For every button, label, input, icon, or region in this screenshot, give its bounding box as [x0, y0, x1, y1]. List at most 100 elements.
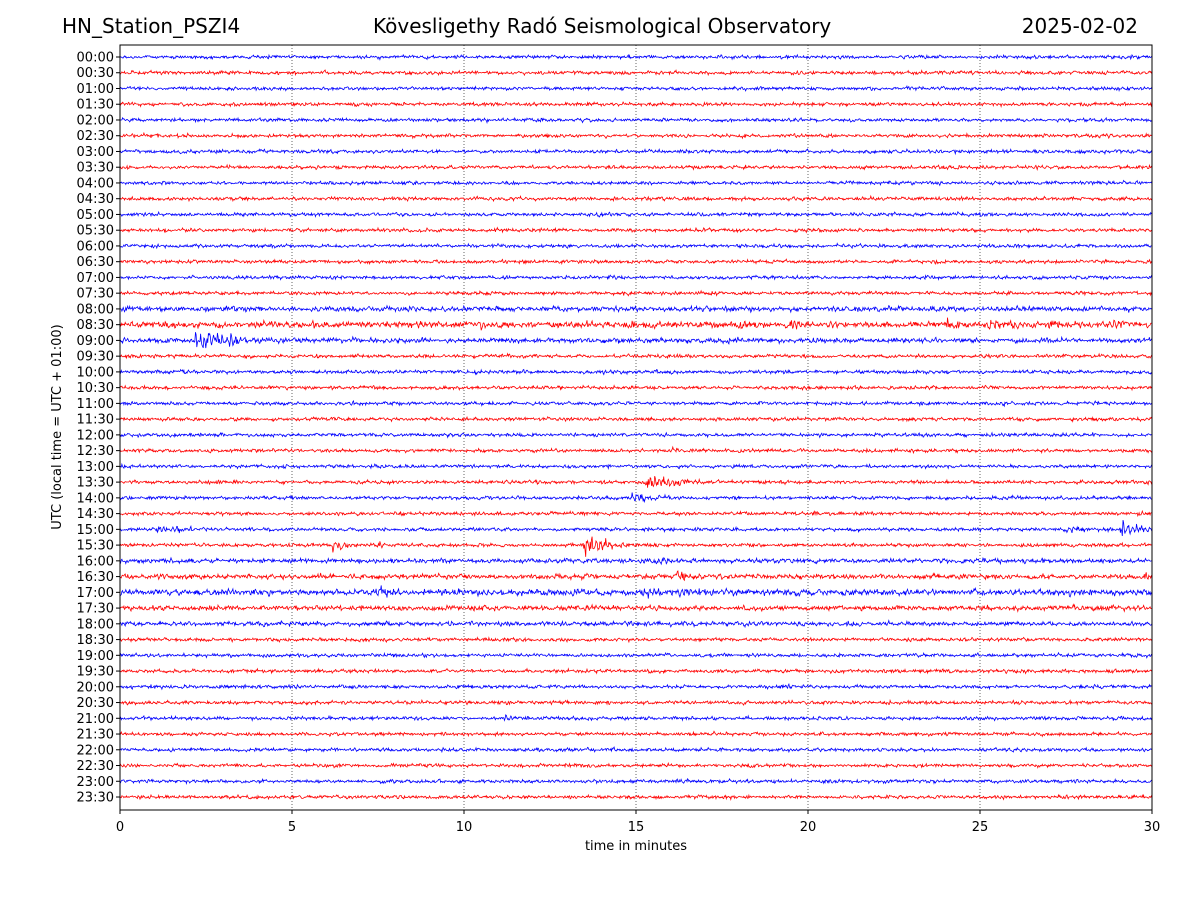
trace-1930	[119, 667, 1153, 675]
trace-2330	[119, 793, 1153, 801]
trace-0100	[119, 85, 1153, 92]
y-tick-label: 02:30	[77, 129, 114, 144]
y-tick-label: 11:00	[77, 397, 114, 412]
trace-0130	[119, 100, 1153, 109]
trace-0300	[119, 148, 1153, 156]
x-tick-label: 0	[116, 820, 124, 835]
trace-1130	[119, 415, 1153, 423]
trace-1300	[119, 462, 1153, 470]
trace-2000	[119, 682, 1153, 691]
y-tick-label: 06:00	[77, 239, 114, 254]
y-tick-label: 14:30	[77, 507, 114, 522]
y-tick-label: 21:00	[77, 712, 114, 727]
trace-1400	[119, 492, 1153, 504]
y-tick-label: 10:30	[77, 381, 114, 396]
x-tick-label: 10	[456, 820, 473, 835]
y-tick-label: 10:00	[77, 365, 114, 380]
trace-1030	[119, 384, 1153, 392]
trace-1000	[119, 368, 1153, 376]
trace-0900	[119, 332, 1153, 349]
y-tick-label: 15:30	[77, 539, 114, 554]
trace-0400	[119, 179, 1153, 187]
trace-1500	[119, 520, 1153, 537]
trace-0430	[119, 194, 1153, 203]
y-tick-label: 13:00	[77, 460, 114, 475]
y-tick-label: 19:00	[77, 649, 114, 664]
y-tick-label: 08:30	[77, 318, 114, 333]
y-tick-label: 08:00	[77, 302, 114, 317]
trace-1630	[119, 570, 1153, 582]
y-tick-label: 00:30	[77, 66, 114, 81]
trace-0930	[119, 352, 1153, 360]
y-tick-label: 16:00	[77, 554, 114, 569]
trace-1800	[119, 619, 1153, 629]
y-tick-label: 12:30	[77, 444, 114, 459]
y-tick-label: 15:00	[77, 523, 114, 538]
y-tick-label: 14:00	[77, 491, 114, 506]
trace-2300	[119, 777, 1153, 786]
chart-title: Kövesligethy Radó Seismological Observat…	[373, 14, 832, 38]
y-tick-label: 17:00	[77, 586, 114, 601]
x-tick-label: 15	[628, 820, 645, 835]
y-tick-label: 07:00	[77, 271, 114, 286]
trace-2030	[119, 698, 1153, 707]
y-tick-label: 00:00	[77, 51, 114, 66]
x-tick-label: 20	[800, 820, 817, 835]
y-tick-label: 03:30	[77, 161, 114, 176]
station-label: HN_Station_PSZI4	[62, 14, 241, 38]
y-tick-label: 20:30	[77, 696, 114, 711]
trace-1430	[119, 509, 1153, 518]
trace-0630	[119, 258, 1153, 266]
y-tick-label: 16:30	[77, 570, 114, 585]
y-tick-label: 09:00	[77, 334, 114, 349]
trace-0500	[119, 210, 1153, 218]
trace-0330	[119, 163, 1153, 171]
y-tick-label: 13:30	[77, 476, 114, 491]
date-label: 2025-02-02	[1021, 14, 1138, 38]
trace-0730	[119, 289, 1153, 297]
y-tick-label: 18:30	[77, 633, 114, 648]
trace-0800	[119, 304, 1153, 314]
y-tick-label: 02:00	[77, 113, 114, 128]
trace-1330	[119, 475, 1153, 488]
trace-0230	[119, 131, 1153, 140]
y-tick-label: 04:00	[77, 176, 114, 191]
y-tick-label: 03:00	[77, 145, 114, 160]
y-tick-label: 04:30	[77, 192, 114, 207]
trace-1600	[119, 556, 1153, 566]
x-tick-label: 5	[288, 820, 296, 835]
y-tick-label: 11:30	[77, 413, 114, 428]
y-tick-label: 17:30	[77, 602, 114, 617]
trace-1900	[119, 651, 1153, 659]
y-tick-label: 05:00	[77, 208, 114, 223]
trace-1200	[119, 431, 1152, 439]
trace-0030	[119, 69, 1153, 77]
y-tick-label: 21:30	[77, 728, 114, 743]
trace-1830	[119, 636, 1153, 644]
y-tick-label: 19:30	[77, 665, 114, 680]
y-tick-label: 22:00	[77, 743, 114, 758]
y-tick-label: 01:30	[77, 98, 114, 113]
y-tick-label: 22:30	[77, 759, 114, 774]
trace-0000	[119, 53, 1153, 61]
y-tick-label: 12:00	[77, 428, 114, 443]
y-tick-label: 09:30	[77, 350, 114, 365]
y-tick-label: 01:00	[77, 82, 114, 97]
x-tick-label: 30	[1144, 820, 1161, 835]
trace-2130	[119, 730, 1153, 738]
y-tick-label: 23:30	[77, 791, 114, 806]
y-tick-label: 20:00	[77, 680, 114, 695]
x-axis-label: time in minutes	[585, 839, 687, 854]
trace-0200	[119, 116, 1153, 124]
trace-1100	[119, 399, 1153, 408]
trace-2230	[119, 761, 1153, 769]
y-axis-label: UTC (local time = UTC + 01:00)	[50, 324, 65, 529]
trace-2100	[119, 714, 1153, 722]
trace-0830	[119, 317, 1153, 331]
trace-1730	[119, 603, 1153, 613]
trace-0530	[119, 226, 1153, 234]
y-tick-label: 07:30	[77, 287, 114, 302]
trace-1230	[119, 445, 1153, 455]
y-tick-label: 18:00	[77, 617, 114, 632]
trace-1700	[120, 585, 1153, 599]
